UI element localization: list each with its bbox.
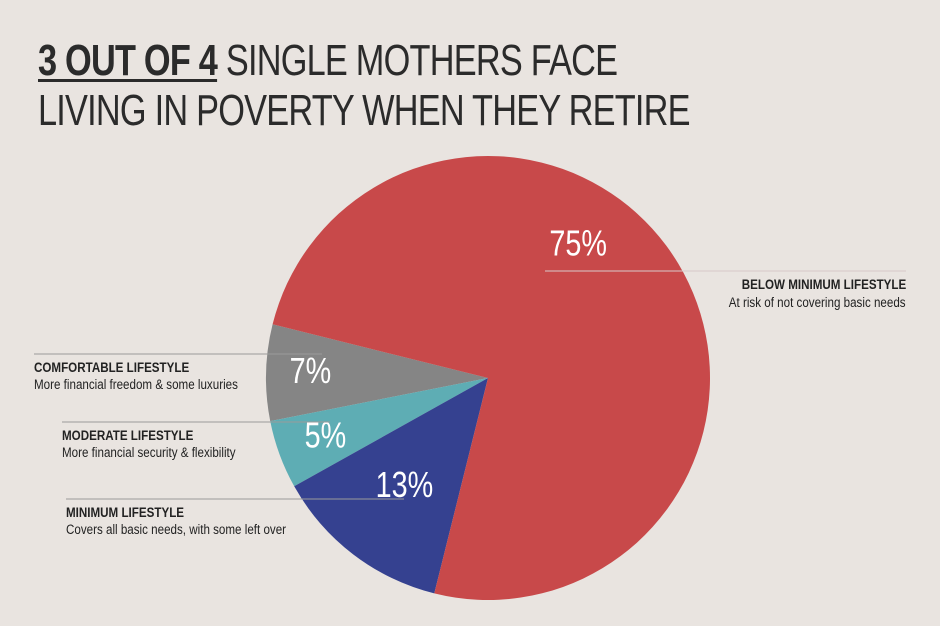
pie-slice-comfortable	[266, 324, 488, 422]
label-comfortable-desc: More financial freedom & some luxuries	[34, 377, 238, 392]
label-below-desc: At risk of not covering basic needs	[729, 295, 906, 310]
pie-label-moderate: 5%	[305, 414, 347, 455]
label-minimum-title: MINIMUM LIFESTYLE	[66, 505, 185, 520]
pie-label-comfortable: 7%	[290, 350, 332, 391]
pie-slice-below	[272, 156, 710, 601]
title-line2: LIVING IN POVERTY WHEN THEY RETIRE	[38, 86, 691, 135]
label-below-title: BELOW MINIMUM LIFESTYLE	[741, 277, 906, 292]
label-comfortable-title: COMFORTABLE LIFESTYLE	[34, 360, 190, 375]
page-title: 3 OUT OF 4 SINGLE MOTHERS FACE LIVING IN…	[38, 36, 691, 136]
pie-label-minimum: 13%	[376, 464, 434, 505]
label-minimum-desc: Covers all basic needs, with some left o…	[66, 522, 287, 537]
pie-slice-minimum	[294, 378, 488, 594]
pie-slice-moderate	[270, 378, 488, 487]
pie-label-below: 75%	[549, 222, 607, 263]
label-moderate-desc: More financial security & flexibility	[62, 445, 236, 460]
label-moderate-title: MODERATE LIFESTYLE	[62, 428, 194, 443]
title-line1: SINGLE MOTHERS FACE	[217, 36, 618, 85]
title-highlight: 3 OUT OF 4	[38, 36, 218, 85]
